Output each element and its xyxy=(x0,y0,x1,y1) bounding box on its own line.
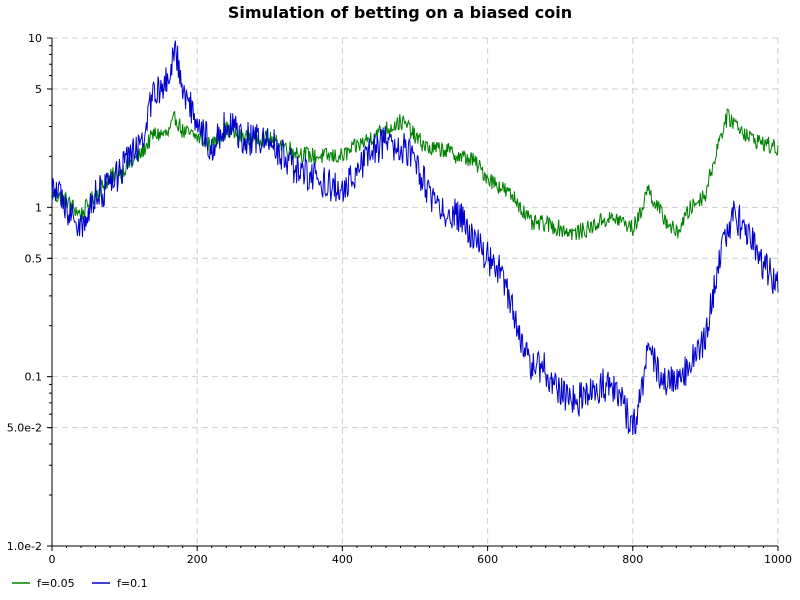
y-tick-label: 1.0e-2 xyxy=(7,540,42,553)
x-tick-label: 200 xyxy=(187,553,208,566)
series-line-f005 xyxy=(51,107,779,241)
series-line-f01 xyxy=(51,40,779,436)
x-tick-label: 1000 xyxy=(764,553,792,566)
legend: f=0.05 f=0.1 xyxy=(12,577,148,590)
x-tick-label: 600 xyxy=(477,553,498,566)
y-tick-label: 0.1 xyxy=(25,371,43,384)
y-tick-label: 5.0e-2 xyxy=(7,422,42,435)
y-tick-label: 0.5 xyxy=(25,252,43,265)
x-tick-label: 400 xyxy=(332,553,353,566)
y-tick-label: 1 xyxy=(35,201,42,214)
legend-label: f=0.05 xyxy=(37,577,75,590)
y-tick-label: 10 xyxy=(28,32,42,45)
chart-title: Simulation of betting on a biased coin xyxy=(228,3,572,22)
x-tick-label: 0 xyxy=(49,553,56,566)
grid-layer xyxy=(52,37,779,546)
axes-layer: 0 200 400 600 800 1000 10 5 1 0.5 0.1 5.0e-2 1.0e-2 xyxy=(7,32,792,566)
legend-label: f=0.1 xyxy=(117,577,148,590)
y-tick-label: 5 xyxy=(35,83,42,96)
series-layer xyxy=(51,40,779,436)
x-tick-label: 800 xyxy=(622,553,643,566)
